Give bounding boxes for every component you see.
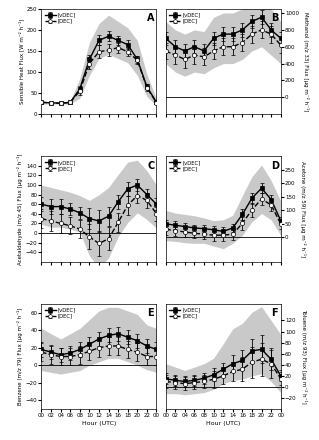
Legend: [vDEC], [DEC]: [vDEC], [DEC] <box>168 11 201 25</box>
Legend: [vDEC], [DEC]: [vDEC], [DEC] <box>168 159 201 172</box>
X-axis label: Hour (UTC): Hour (UTC) <box>82 421 116 426</box>
Legend: [vDEC], [DEC]: [vDEC], [DEC] <box>44 159 77 172</box>
Text: D: D <box>271 161 279 171</box>
Y-axis label: Benzene (m/z 79) Flux [μg m⁻² h⁻¹]: Benzene (m/z 79) Flux [μg m⁻² h⁻¹] <box>17 308 23 405</box>
Legend: [vDEC], [DEC]: [vDEC], [DEC] <box>44 11 77 25</box>
Text: A: A <box>147 13 155 23</box>
Y-axis label: Acetone (m/z 59) Flux [μg m⁻² h⁻¹]: Acetone (m/z 59) Flux [μg m⁻² h⁻¹] <box>300 161 306 257</box>
X-axis label: Hour (UTC): Hour (UTC) <box>206 421 241 426</box>
Legend: [vDEC], [DEC]: [vDEC], [DEC] <box>44 307 77 319</box>
Text: E: E <box>147 308 154 318</box>
Y-axis label: Methanol (m/z 33) Flux [μg m⁻² h⁻¹]: Methanol (m/z 33) Flux [μg m⁻² h⁻¹] <box>303 12 309 111</box>
Y-axis label: Sensible Heat Flux [W m⁻² h⁻¹]: Sensible Heat Flux [W m⁻² h⁻¹] <box>18 19 24 104</box>
Text: B: B <box>271 13 279 23</box>
Text: F: F <box>271 308 278 318</box>
Legend: [vDEC], [DEC]: [vDEC], [DEC] <box>168 307 201 319</box>
Text: C: C <box>147 161 154 171</box>
Y-axis label: Toluene (m/z 93) Flux [μg m⁻² h⁻¹]: Toluene (m/z 93) Flux [μg m⁻² h⁻¹] <box>301 309 307 404</box>
Y-axis label: Acetaldehyde (m/z 45) Flux [μg m⁻² h⁻¹]: Acetaldehyde (m/z 45) Flux [μg m⁻² h⁻¹] <box>17 153 23 265</box>
